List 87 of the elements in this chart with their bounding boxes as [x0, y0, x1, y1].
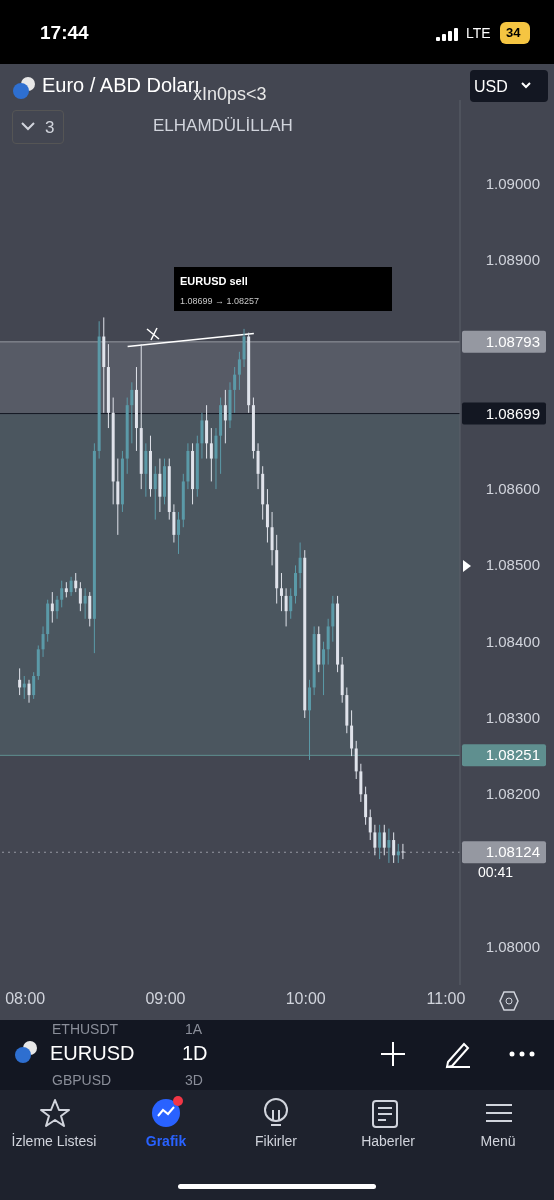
- text: Haberler: [360, 1133, 416, 1149]
- candlestick: [237, 351, 241, 391]
- candlestick: [289, 587, 293, 620]
- candlestick: [214, 427, 218, 490]
- x-tick-label: 10:00: [285, 990, 326, 1008]
- candlestick: [209, 427, 213, 482]
- candlestick: [60, 580, 64, 608]
- candlestick: [69, 576, 73, 597]
- y-tick-label: 1.08500: [485, 556, 540, 574]
- text: Grafik: [144, 1133, 188, 1149]
- candlestick: [50, 591, 54, 624]
- text: GBPUSD: [52, 1072, 112, 1088]
- candlestick: [130, 381, 134, 444]
- candlestick: [373, 824, 377, 856]
- candlestick: [74, 572, 78, 593]
- candlestick: [368, 809, 372, 841]
- annotation: EURUSD sell: [180, 275, 248, 287]
- candlestick: [308, 679, 312, 761]
- text: 17:44: [40, 22, 89, 44]
- candlestick: [223, 389, 227, 444]
- ref-line-label: 1.08124: [485, 843, 540, 861]
- candlestick: [265, 488, 269, 543]
- text: 3D: [185, 1072, 203, 1088]
- y-tick-label: 1.09000: [485, 174, 540, 192]
- candlestick: [116, 458, 120, 536]
- text: EURUSD: [50, 1042, 135, 1065]
- ref-line-label: 1.08793: [485, 332, 540, 350]
- y-tick-label: 1.08400: [485, 632, 540, 650]
- candlestick: [387, 828, 391, 864]
- candlestick: [322, 641, 326, 696]
- candlestick: [293, 564, 297, 605]
- candlestick: [396, 843, 400, 864]
- x-tick-label: 08:00: [5, 990, 46, 1008]
- text: 34: [506, 25, 521, 40]
- candlestick: [200, 412, 204, 460]
- candlestick: [378, 824, 382, 860]
- candlestick: [256, 442, 260, 490]
- y-tick-label: 1.08000: [485, 937, 540, 955]
- text: LTE: [466, 25, 491, 41]
- y-tick-label: 1.08900: [485, 251, 540, 269]
- candlestick: [172, 503, 176, 543]
- text: 1A: [185, 1021, 203, 1037]
- candlestick: [78, 581, 82, 612]
- candlestick: [242, 328, 246, 368]
- candlestick: [401, 843, 405, 860]
- text: Menü: [479, 1133, 517, 1149]
- y-tick-label: 1.08600: [485, 480, 540, 498]
- candlestick: [41, 625, 45, 658]
- candlestick: [298, 542, 302, 589]
- candlestick: [331, 595, 335, 643]
- candlestick: [326, 618, 330, 666]
- candlestick: [18, 667, 22, 696]
- ref-line-label: 1.08699: [485, 404, 540, 422]
- candlestick: [233, 366, 237, 414]
- annotation: 1.08699 → 1.08257: [180, 296, 260, 306]
- candlestick: [279, 572, 283, 612]
- text: 1D: [182, 1042, 208, 1065]
- candlestick: [153, 465, 157, 521]
- text: USD: [474, 78, 508, 96]
- ref-line-label: 1.08251: [485, 746, 540, 764]
- candlestick: [55, 595, 59, 620]
- candlestick: [88, 591, 92, 627]
- x-tick-label: 09:00: [145, 990, 186, 1008]
- candlestick: [32, 671, 36, 700]
- candlestick: [350, 709, 354, 757]
- x-tick-label: 11:00: [426, 990, 466, 1008]
- candlestick: [359, 763, 363, 803]
- y-tick-label: 1.08200: [485, 785, 540, 803]
- y-tick-label: 1.08300: [485, 708, 540, 726]
- candlestick: [83, 587, 87, 620]
- candlestick: [144, 442, 148, 498]
- text: Fikirler: [254, 1133, 298, 1149]
- candlestick: [158, 458, 162, 513]
- annotation: ELHAMDÜLİLLAH: [153, 116, 293, 136]
- candlestick: [392, 831, 396, 864]
- candlestick: [284, 587, 288, 627]
- candlestick: [354, 740, 358, 780]
- annotation: 3: [45, 118, 55, 138]
- candlestick: [364, 786, 368, 826]
- text: 00:41: [478, 864, 514, 880]
- candlestick: [27, 679, 31, 704]
- text: ETHUSDT: [52, 1021, 119, 1037]
- candlestick: [205, 404, 209, 460]
- text: İzleme Listesi: [10, 1133, 98, 1149]
- candlestick: [270, 511, 274, 566]
- candlestick: [382, 824, 386, 856]
- candlestick: [177, 511, 181, 555]
